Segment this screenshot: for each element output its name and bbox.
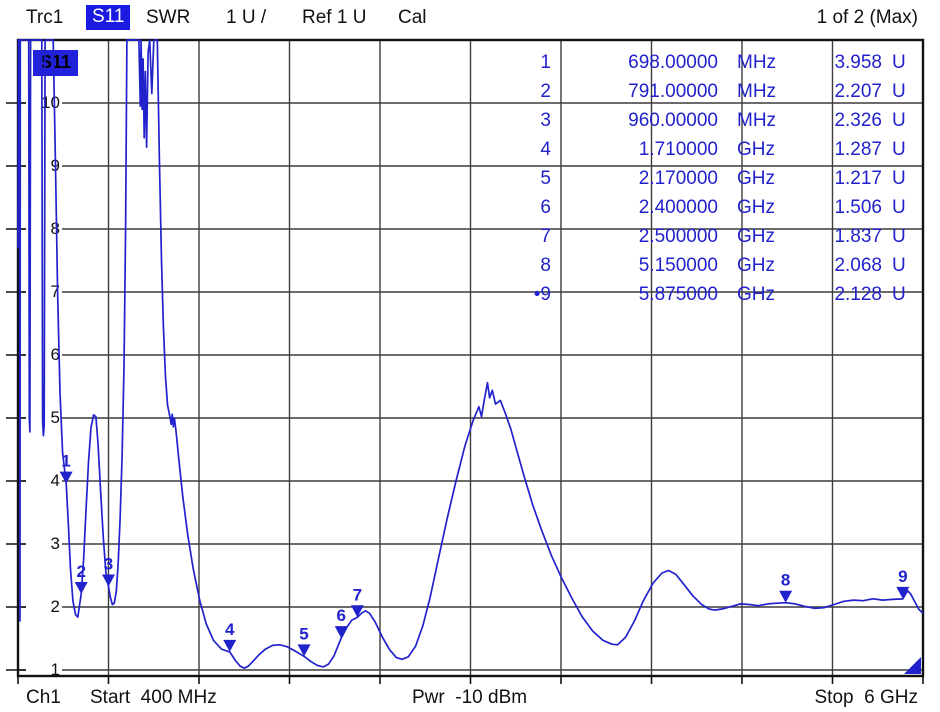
marker-value-cell: 1.506 bbox=[834, 197, 882, 218]
marker-frequency-cell: 698.00000 bbox=[628, 52, 718, 73]
scale-per-div-label[interactable]: 1 U / bbox=[226, 7, 267, 28]
marker-number-cell: 1 bbox=[540, 52, 551, 73]
marker-frequency-unit-cell: GHz bbox=[737, 197, 775, 218]
y-axis-label: 3 bbox=[26, 534, 62, 554]
marker-table-row: 7 2.500000 GHz 1.837 U bbox=[0, 224, 940, 250]
marker-5-number: 5 bbox=[299, 624, 308, 643]
marker-frequency-unit-cell: GHz bbox=[737, 226, 775, 247]
marker-table-row: 5 2.170000 GHz 1.217 U bbox=[0, 166, 940, 192]
y-axis-label: 6 bbox=[26, 345, 62, 365]
marker-frequency-unit-cell: MHz bbox=[737, 81, 777, 102]
marker-value-cell: 2.326 bbox=[834, 110, 882, 131]
marker-value-unit-cell: U bbox=[892, 226, 906, 247]
marker-frequency-cell: 2.500000 bbox=[638, 226, 718, 247]
marker-number-cell: 4 bbox=[540, 139, 551, 160]
marker-value-unit-cell: U bbox=[892, 81, 906, 102]
marker-frequency-cell: 791.00000 bbox=[628, 81, 718, 102]
marker-table-row: 6 2.400000 GHz 1.506 U bbox=[0, 195, 940, 221]
s-parameter-badge[interactable]: S11 bbox=[86, 5, 131, 30]
marker-frequency-unit-cell: GHz bbox=[737, 168, 775, 189]
marker-number-cell: 2 bbox=[540, 81, 551, 102]
marker-frequency-unit-cell: GHz bbox=[737, 284, 775, 305]
marker-value-unit-cell: U bbox=[892, 139, 906, 160]
y-axis-label: 4 bbox=[26, 471, 62, 491]
marker-table-row: 2 791.00000 MHz 2.207 U bbox=[0, 79, 940, 105]
marker-2-symbol[interactable] bbox=[74, 581, 88, 594]
marker-value-unit-cell: U bbox=[892, 110, 906, 131]
sweep-progress-indicator bbox=[904, 657, 921, 674]
marker-frequency-cell: 5.875000 bbox=[638, 284, 718, 305]
marker-8-symbol[interactable] bbox=[779, 590, 793, 603]
marker-7-symbol[interactable] bbox=[350, 605, 364, 618]
format-label[interactable]: SWR bbox=[146, 7, 191, 28]
marker-value-cell: 2.207 bbox=[834, 81, 882, 102]
marker-value-cell: 1.287 bbox=[834, 139, 882, 160]
marker-9-number: 9 bbox=[898, 567, 907, 586]
marker-value-cell: 3.958 bbox=[834, 52, 882, 73]
plot-border bbox=[16, 38, 925, 678]
marker-number-cell: 6 bbox=[540, 197, 551, 218]
marker-frequency-cell: 1.710000 bbox=[638, 139, 718, 160]
marker-number-cell: 8 bbox=[540, 255, 551, 276]
marker-3-symbol[interactable] bbox=[102, 574, 115, 587]
marker-value-unit-cell: U bbox=[892, 197, 906, 218]
trace-header: Trc1 S11 SWR 1 U / Ref 1 U Cal 1 of 2 (M… bbox=[0, 0, 940, 38]
marker-8-number: 8 bbox=[781, 571, 790, 590]
marker-frequency-cell: 5.150000 bbox=[638, 255, 718, 276]
trace-label-badge[interactable]: S11 bbox=[33, 50, 79, 76]
marker-table-row: •9 5.875000 GHz 2.128 U bbox=[0, 282, 940, 308]
marker-5-symbol[interactable] bbox=[297, 644, 311, 657]
marker-6-number: 6 bbox=[336, 606, 345, 625]
marker-value-cell: 2.128 bbox=[834, 284, 882, 305]
marker-value-unit-cell: U bbox=[892, 168, 906, 189]
marker-number-cell: 7 bbox=[540, 226, 551, 247]
marker-value-cell: 1.837 bbox=[834, 226, 882, 247]
y-axis-label: 1 bbox=[26, 660, 62, 680]
marker-9-symbol[interactable] bbox=[896, 586, 910, 599]
marker-frequency-unit-cell: GHz bbox=[737, 139, 775, 160]
marker-value-unit-cell: U bbox=[892, 52, 906, 73]
marker-value-cell: 2.068 bbox=[834, 255, 882, 276]
channel-footer: Ch1 Start 400 MHz Pwr -10 dBm Stop 6 GHz bbox=[0, 684, 940, 712]
marker-frequency-unit-cell: GHz bbox=[737, 255, 775, 276]
cal-status-label: Cal bbox=[398, 7, 427, 28]
trace-name-label[interactable]: Trc1 bbox=[26, 7, 64, 28]
marker-number-cell: 3 bbox=[540, 110, 551, 131]
marker-4-number: 4 bbox=[225, 620, 235, 639]
y-axis-label: 2 bbox=[26, 597, 62, 617]
power-label[interactable]: Pwr -10 dBm bbox=[412, 687, 528, 708]
marker-frequency-unit-cell: MHz bbox=[737, 52, 777, 73]
marker-4-symbol[interactable] bbox=[223, 639, 237, 652]
marker-value-cell: 1.217 bbox=[834, 168, 882, 189]
marker-2-number: 2 bbox=[76, 562, 85, 581]
marker-table-row: 8 5.150000 GHz 2.068 U bbox=[0, 253, 940, 279]
start-frequency-label[interactable]: Start 400 MHz bbox=[90, 687, 217, 708]
marker-6-symbol[interactable] bbox=[334, 626, 348, 639]
channel-label: Ch1 bbox=[26, 687, 61, 708]
marker-table-row: 1 698.00000 MHz 3.958 U bbox=[0, 50, 940, 76]
marker-frequency-cell: 2.400000 bbox=[638, 197, 718, 218]
page-indicator: 1 of 2 (Max) bbox=[816, 7, 918, 28]
marker-1-number: 1 bbox=[61, 452, 70, 471]
marker-frequency-cell: 2.170000 bbox=[638, 168, 718, 189]
marker-number-cell: 5 bbox=[540, 168, 551, 189]
reference-level-label[interactable]: Ref 1 U bbox=[302, 7, 367, 28]
marker-value-unit-cell: U bbox=[892, 255, 906, 276]
marker-table-row: 4 1.710000 GHz 1.287 U bbox=[0, 137, 940, 163]
marker-frequency-unit-cell: MHz bbox=[737, 110, 777, 131]
marker-frequency-cell: 960.00000 bbox=[628, 110, 718, 131]
marker-7-number: 7 bbox=[353, 585, 362, 604]
y-axis-label: 5 bbox=[26, 408, 62, 428]
stop-frequency-label[interactable]: Stop 6 GHz bbox=[814, 687, 919, 708]
marker-number-cell: •9 bbox=[533, 284, 551, 305]
marker-value-unit-cell: U bbox=[892, 284, 906, 305]
marker-table-row: 3 960.00000 MHz 2.326 U bbox=[0, 108, 940, 134]
swr-trace-path bbox=[17, 39, 924, 669]
marker-3-number: 3 bbox=[104, 554, 113, 573]
